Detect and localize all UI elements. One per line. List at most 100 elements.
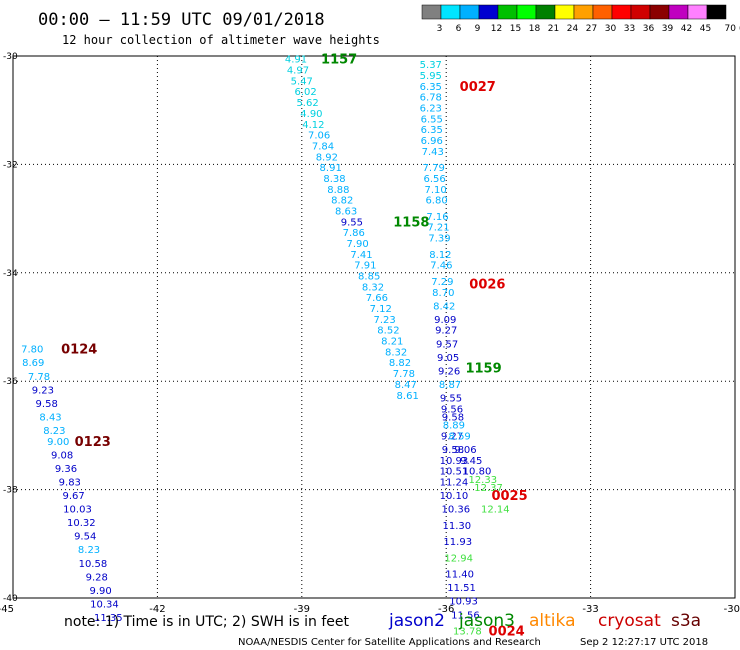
- colorbar-label: 42: [681, 24, 692, 34]
- wave-height-value: 6.56: [424, 174, 446, 185]
- colorbar-swatch: [687, 4, 708, 20]
- pass-time-label: 0024: [489, 625, 525, 640]
- wave-height-value: 6.35: [421, 125, 443, 136]
- wave-height-value: 8.63: [335, 206, 357, 217]
- wave-height-value: 8.12: [429, 250, 451, 261]
- grid-lines: [13, 56, 735, 598]
- wave-height-value: 7.39: [428, 234, 450, 245]
- wave-height-value: 11.93: [443, 537, 472, 548]
- wave-height-value: 7.23: [373, 315, 395, 326]
- wave-height-value: 4.91: [285, 55, 307, 66]
- wave-height-value: 7.78: [393, 369, 415, 380]
- timestamp-text: Sep 2 12:27:17 UTC 2018: [580, 637, 708, 648]
- wave-height-value: 7.06: [308, 131, 330, 142]
- x-tick-label: -42: [149, 604, 165, 615]
- wave-height-value: 9.55: [341, 217, 363, 228]
- wave-height-value: 9.08: [51, 450, 73, 461]
- wave-height-value: 7.43: [422, 147, 444, 158]
- wave-height-value: 6.55: [421, 114, 443, 125]
- wave-height-value: 7.16: [426, 212, 448, 223]
- x-tick-label: -33: [582, 604, 598, 615]
- colorbar-swatch: [497, 4, 518, 20]
- colorbar-swatch: [535, 4, 556, 20]
- wave-height-value: 10.93: [440, 456, 469, 467]
- colorbar-swatch: [478, 4, 499, 20]
- wave-height-value: 11.35: [94, 613, 123, 624]
- wave-height-value: 7.80: [21, 345, 43, 356]
- y-tick-label: -40: [3, 594, 18, 604]
- wave-height-value: 5.37: [420, 60, 442, 71]
- colorbar-label: 70 (ft): [725, 24, 740, 34]
- pass-time-label: 0025: [491, 489, 527, 504]
- wave-height-value: 9.06: [454, 445, 476, 456]
- wave-height-value: 10.36: [442, 505, 471, 516]
- wave-height-value: 7.46: [430, 261, 452, 272]
- wave-height-value: 7.79: [423, 163, 445, 174]
- wave-height-value: 9.27: [435, 326, 457, 337]
- wave-height-value: 7.66: [366, 293, 388, 304]
- wave-height-value: 12.94: [444, 553, 473, 564]
- colorbar-label: 24: [567, 24, 579, 34]
- chart-subtitle: 12 hour collection of altimeter wave hei…: [62, 33, 380, 47]
- colorbar-label: 39: [662, 24, 674, 34]
- colorbar-label: 45: [700, 24, 711, 34]
- wave-height-value: 9.28: [86, 572, 108, 583]
- colorbar-label: 15: [510, 24, 521, 34]
- wave-height-value: 7.86: [343, 228, 365, 239]
- y-tick-label: -32: [3, 160, 18, 170]
- wave-height-value: 5.95: [420, 71, 442, 82]
- wave-height-value: 9.58: [442, 445, 464, 456]
- wave-height-value: 8.82: [331, 196, 353, 207]
- colorbar-label: 9: [475, 24, 481, 34]
- wave-height-value: 9.67: [63, 491, 85, 502]
- wave-height-value: 6.23: [420, 103, 442, 114]
- colorbar-label: 18: [529, 24, 541, 34]
- wave-height-value: 8.85: [358, 272, 380, 283]
- data-points: 4.914.975.476.025.624.904.127.067.848.92…: [21, 55, 509, 638]
- wave-height-value: 8.69: [22, 358, 44, 369]
- wave-height-value: 7.90: [347, 239, 369, 250]
- colorbar-label: 27: [586, 24, 597, 34]
- plot-frame: [12, 55, 736, 599]
- wave-height-value: 7.10: [424, 185, 446, 196]
- legend-jason3: jason3: [458, 611, 515, 631]
- wave-height-value: 8.59: [449, 431, 471, 442]
- wave-height-value: 8.21: [381, 337, 403, 348]
- legend-jason2: jason2: [388, 611, 445, 631]
- wave-height-value: 9.09: [434, 315, 456, 326]
- wave-height-value: 10.03: [63, 505, 92, 516]
- colorbar-swatch: [554, 4, 575, 20]
- wave-height-value: 10.32: [67, 518, 96, 529]
- pass-time-label: 0027: [460, 80, 496, 95]
- wave-height-value: 8.47: [395, 380, 417, 391]
- wave-height-value: 11.30: [442, 521, 471, 532]
- wave-height-value: 8.61: [397, 391, 419, 402]
- wave-height-value: 8.87: [439, 380, 461, 391]
- wave-height-value: 11.24: [440, 477, 469, 488]
- wave-height-value: 11.40: [445, 570, 474, 581]
- wave-height-value: 8.82: [389, 358, 411, 369]
- wave-height-value: 8.89: [443, 421, 465, 432]
- legend-cryosat: cryosat: [598, 611, 661, 631]
- wave-height-value: 9.27: [441, 431, 463, 442]
- wave-height-value: 9.26: [438, 366, 460, 377]
- wave-height-value: 8.92: [316, 152, 338, 163]
- wave-height-value: 8.88: [327, 185, 349, 196]
- wave-height-value: 7.41: [350, 250, 372, 261]
- wave-height-value: 7.91: [354, 261, 376, 272]
- colorbar-swatch: [459, 4, 480, 20]
- wave-height-value: 6.80: [425, 196, 447, 207]
- colorbar-swatch: [649, 4, 670, 20]
- colorbar-label: 33: [624, 24, 635, 34]
- wave-height-value: 7.12: [370, 304, 392, 315]
- wave-height-value: 12.37: [474, 483, 503, 494]
- chart-title: 00:00 – 11:59 UTC 09/01/2018: [38, 10, 325, 30]
- wave-height-value: 8.38: [323, 174, 345, 185]
- wave-height-value: 8.23: [43, 426, 65, 437]
- x-tick-label: -36: [438, 604, 454, 615]
- colorbar-swatch: [668, 4, 689, 20]
- y-tick-labels: -30 -32 -34 -36 -38 -40: [3, 52, 18, 604]
- pass-time-label: 0026: [469, 278, 505, 293]
- wave-height-value: 7.84: [312, 141, 334, 152]
